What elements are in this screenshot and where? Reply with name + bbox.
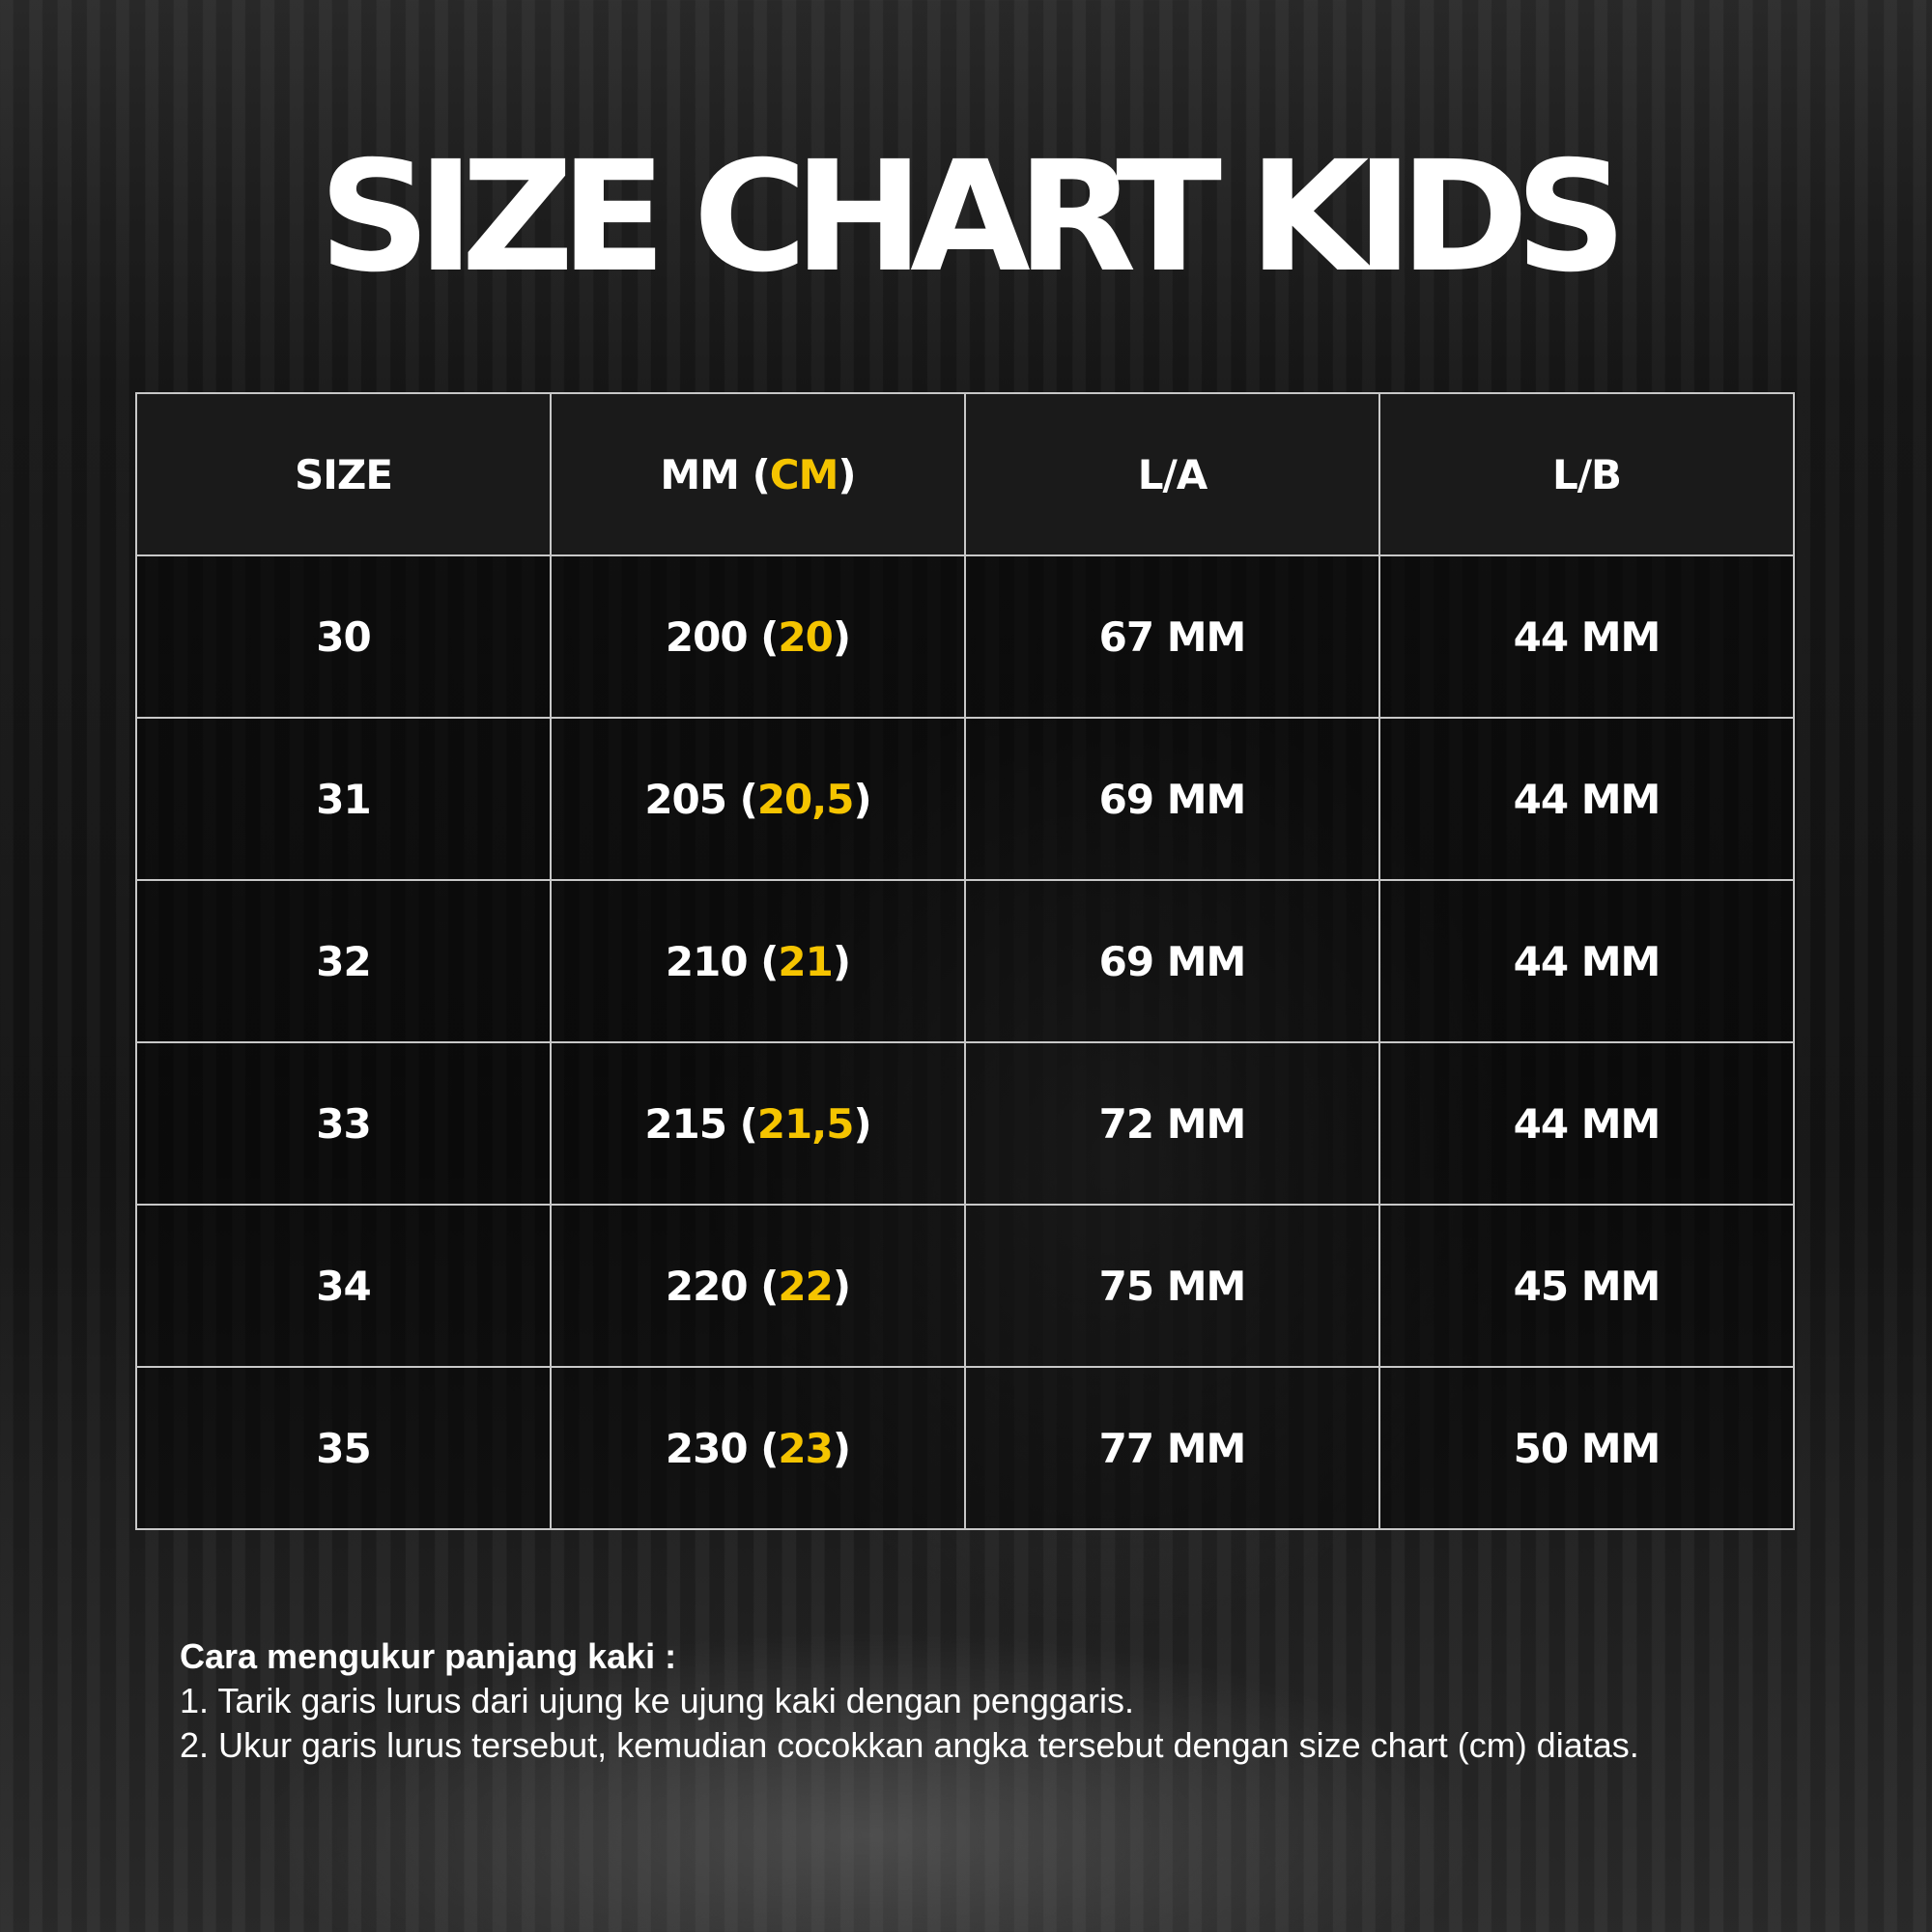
cell-lb: 44 MM [1378, 717, 1795, 881]
cell-size: 31 [135, 717, 552, 881]
notes-step-2: 2. Ukur garis lurus tersebut, kemudian c… [180, 1725, 1639, 1765]
measuring-notes: Cara mengukur panjang kaki : 1. Tarik ga… [180, 1634, 1639, 1768]
cell-size: 34 [135, 1204, 552, 1368]
cell-mm: 220 [665, 1262, 749, 1310]
cell-lb: 44 MM [1378, 1041, 1795, 1206]
cell-mm-cm: 215 (21,5) [550, 1041, 966, 1206]
header-cm: CM [769, 450, 839, 498]
cell-size: 32 [135, 879, 552, 1043]
cell-mm-cm: 210 (21) [550, 879, 966, 1043]
header-mm-cm: MM (CM) [550, 392, 966, 556]
cell-lb: 45 MM [1378, 1204, 1795, 1368]
cell-cm: 20 [778, 612, 833, 661]
cell-mm-cm: 200 (20) [550, 554, 966, 719]
cell-la: 69 MM [964, 717, 1380, 881]
cell-la: 69 MM [964, 879, 1380, 1043]
cell-lb: 50 MM [1378, 1366, 1795, 1530]
cell-size: 35 [135, 1366, 552, 1530]
cell-cm: 21,5 [756, 1099, 855, 1148]
header-lb: L/B [1378, 392, 1795, 556]
cell-mm: 210 [665, 937, 749, 985]
cell-mm-cm: 230 (23) [550, 1366, 966, 1530]
cell-la: 67 MM [964, 554, 1380, 719]
table-row: 33 215 (21,5) 72 MM 44 MM [135, 1041, 1795, 1206]
cell-mm-cm: 220 (22) [550, 1204, 966, 1368]
cell-size: 33 [135, 1041, 552, 1206]
notes-step-1: 1. Tarik garis lurus dari ujung ke ujung… [180, 1681, 1134, 1720]
table-row: 32 210 (21) 69 MM 44 MM [135, 879, 1795, 1043]
cell-la: 77 MM [964, 1366, 1380, 1530]
cell-mm: 230 [665, 1424, 749, 1472]
header-mm: MM [660, 450, 740, 498]
cell-la: 72 MM [964, 1041, 1380, 1206]
cell-la: 75 MM [964, 1204, 1380, 1368]
cell-lb: 44 MM [1378, 554, 1795, 719]
table-row: 35 230 (23) 77 MM 50 MM [135, 1366, 1795, 1530]
header-la: L/A [964, 392, 1380, 556]
header-size: SIZE [135, 392, 552, 556]
page-title: SIZE CHART KIDS [318, 128, 1628, 306]
notes-heading: Cara mengukur panjang kaki : [180, 1636, 677, 1676]
cell-cm: 23 [778, 1424, 833, 1472]
cell-cm: 20,5 [756, 775, 855, 823]
cell-size: 30 [135, 554, 552, 719]
cell-mm: 215 [644, 1099, 727, 1148]
cell-mm-cm: 205 (20,5) [550, 717, 966, 881]
table-row: 34 220 (22) 75 MM 45 MM [135, 1204, 1795, 1368]
table-row: 30 200 (20) 67 MM 44 MM [135, 554, 1795, 719]
cell-mm: 200 [665, 612, 749, 661]
cell-cm: 22 [778, 1262, 833, 1310]
table-header-row: SIZE MM (CM) L/A L/B [135, 392, 1795, 556]
cell-lb: 44 MM [1378, 879, 1795, 1043]
table-row: 31 205 (20,5) 69 MM 44 MM [135, 717, 1795, 881]
size-chart-table: SIZE MM (CM) L/A L/B 30 200 (20) 67 MM 4… [135, 392, 1795, 1530]
cell-mm: 205 [644, 775, 727, 823]
cell-cm: 21 [778, 937, 833, 985]
